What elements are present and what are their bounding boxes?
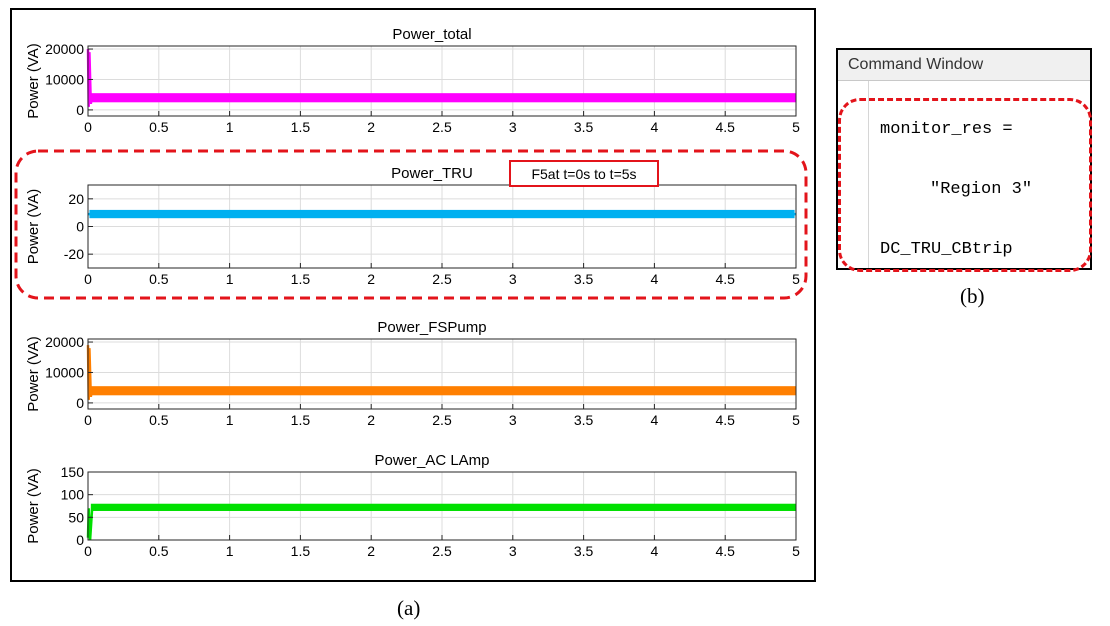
x-tick-label: 3.5 <box>574 119 594 135</box>
subplot-title: Power_FSPump <box>377 319 486 336</box>
y-tick-label: 150 <box>61 464 85 480</box>
subplots-canvas: 0 0.5 1 1.5 2 2.5 3 3.5 4 4.5 501000020000Power_to… <box>14 26 808 559</box>
x-tick-label: 2 <box>367 119 375 135</box>
y-tick-label: 50 <box>68 509 84 525</box>
command-output-line: monitor_res = <box>880 120 1013 139</box>
y-axis-label: Power (VA) <box>25 189 42 265</box>
y-tick-label: 0 <box>76 102 84 118</box>
x-tick-label: 4.5 <box>715 119 735 135</box>
subplot-title: Power_AC LAmp <box>374 452 489 469</box>
x-tick-label: 1 <box>226 412 234 428</box>
command-output-line: "Region 3" <box>930 180 1033 199</box>
y-tick-label: 0 <box>76 395 84 411</box>
x-tick-label: 1.5 <box>291 543 311 559</box>
x-tick-label: 2 <box>367 412 375 428</box>
x-tick-label: 2.5 <box>432 412 452 428</box>
x-tick-label: 4.5 <box>715 271 735 287</box>
x-tick-label: 2 <box>367 271 375 287</box>
command-highlight-box <box>838 98 1092 272</box>
x-tick-label: 2 <box>367 543 375 559</box>
x-tick-label: 0 <box>84 119 92 135</box>
x-tick-label: 0.5 <box>149 271 169 287</box>
x-tick-label: 4 <box>651 543 659 559</box>
x-tick-label: 0.5 <box>149 119 169 135</box>
y-tick-label: 10000 <box>45 71 84 87</box>
x-tick-label: 5 <box>792 543 800 559</box>
y-tick-label: -20 <box>64 246 84 262</box>
subplot-1: 0 0.5 1 1.5 2 2.5 3 3.5 4 4.5 5 0 10000 20000 Power_to… <box>25 26 800 135</box>
y-axis-label: Power (VA) <box>25 468 42 544</box>
series-band <box>90 386 796 396</box>
x-tick-label: 1.5 <box>291 271 311 287</box>
x-tick-label: 4 <box>651 271 659 287</box>
y-tick-label: 10000 <box>45 364 84 380</box>
figure-label-b: (b) <box>960 284 985 308</box>
x-tick-label: 5 <box>792 119 800 135</box>
x-tick-label: 3 <box>509 412 517 428</box>
subplot-title: Power_TRU <box>391 165 473 182</box>
y-tick-label: 0 <box>76 532 84 548</box>
x-tick-label: 0.5 <box>149 543 169 559</box>
series-band <box>89 209 795 219</box>
y-tick-label: 20 <box>68 191 84 207</box>
series-band <box>90 503 796 511</box>
y-tick-label: 0 <box>76 219 84 235</box>
x-tick-label: 2.5 <box>432 119 452 135</box>
tru-highlight-box <box>14 149 808 300</box>
subplot-title: Power_total <box>392 26 471 43</box>
x-tick-label: 3.5 <box>574 412 594 428</box>
x-tick-label: 3.5 <box>574 543 594 559</box>
y-tick-label: 20000 <box>45 41 84 57</box>
y-axis-label: Power (VA) <box>25 43 42 119</box>
subplot-3: 0 0.5 1 1.5 2 2.5 3 3.5 4 4.5 5 0 10000 20000 Power_FS… <box>25 319 800 428</box>
x-tick-label: 4.5 <box>715 412 735 428</box>
annotation-box <box>509 160 659 187</box>
figure-panel-a: 0 0.5 1 1.5 2 2.5 3 3.5 4 4.5 5 0 10000 20000 Power_to… <box>10 8 816 582</box>
x-tick-label: 3 <box>509 271 517 287</box>
y-tick-label: 100 <box>61 487 85 503</box>
x-tick-label: 1.5 <box>291 412 311 428</box>
subplot-2: 0 0.5 1 1.5 2 2.5 3 3.5 4 4.5 5-20020Power_TRUPowe… <box>25 165 800 287</box>
x-tick-label: 0 <box>84 271 92 287</box>
annotation: F5at t=0s to t=5s <box>509 160 659 187</box>
x-tick-label: 4 <box>651 412 659 428</box>
x-tick-label: 5 <box>792 412 800 428</box>
x-tick-label: 0 <box>84 412 92 428</box>
y-tick-label: 20000 <box>45 334 84 350</box>
command-window-title: Command Window <box>838 50 1090 81</box>
x-tick-label: 0.5 <box>149 412 169 428</box>
x-tick-label: 2.5 <box>432 271 452 287</box>
x-tick-label: 1 <box>226 543 234 559</box>
x-tick-label: 3 <box>509 119 517 135</box>
x-tick-label: 4 <box>651 119 659 135</box>
command-window: Command Window monitor_res = "Region 3" … <box>836 48 1092 270</box>
command-window-gutter <box>838 81 869 268</box>
x-tick-label: 3 <box>509 543 517 559</box>
x-tick-label: 1 <box>226 271 234 287</box>
annotation-text: F5at t=0s to t=5s <box>531 166 636 182</box>
x-tick-label: 5 <box>792 271 800 287</box>
x-tick-label: 1.5 <box>291 119 311 135</box>
x-tick-label: 4.5 <box>715 543 735 559</box>
y-axis-label: Power (VA) <box>25 336 42 412</box>
x-tick-label: 2.5 <box>432 543 452 559</box>
series-band <box>90 93 796 103</box>
x-tick-label: 1 <box>226 119 234 135</box>
command-output-line: DC_TRU_CBtrip <box>880 240 1013 259</box>
x-tick-label: 0 <box>84 543 92 559</box>
figure-label-a: (a) <box>397 596 421 620</box>
x-tick-label: 3.5 <box>574 271 594 287</box>
